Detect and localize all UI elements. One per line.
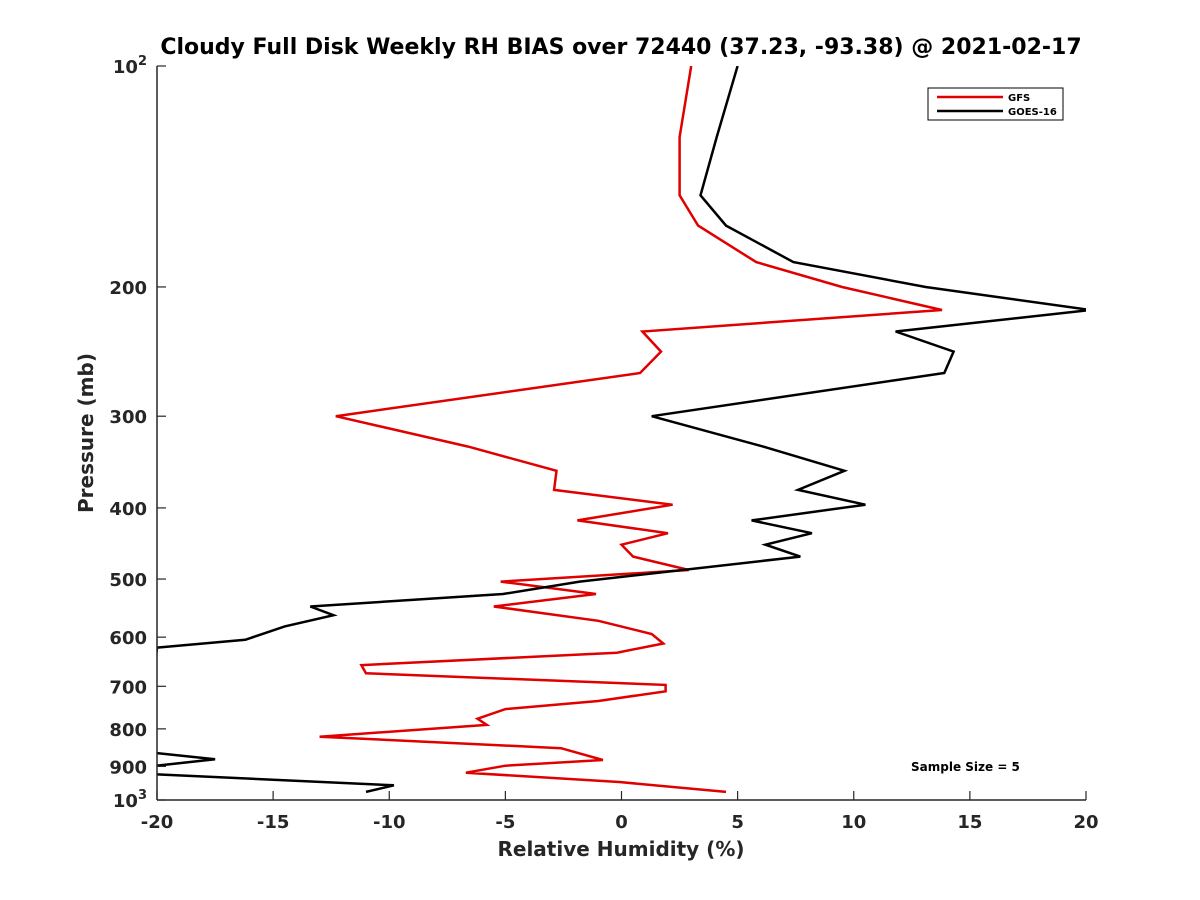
sample-size-annotation: Sample Size = 5	[911, 760, 1020, 774]
legend-label-gfs: GFS	[1008, 93, 1030, 104]
series-line-goes-16	[157, 66, 1086, 794]
y-tick-label: 400	[109, 499, 147, 520]
y-tick-label: 300	[109, 407, 147, 428]
x-tick-label: -15	[257, 812, 290, 833]
legend-box	[927, 87, 1064, 121]
x-tick-label: 0	[615, 812, 628, 833]
x-tick-label: -20	[141, 812, 174, 833]
series-line-gfs	[319, 66, 943, 794]
x-tick-label: 10	[841, 812, 866, 833]
x-tick-label: 20	[1073, 812, 1098, 833]
axes-layer: -20 -15 -10 -5 0 5 10 15 20 102 200 300 400 500 600 700…	[109, 54, 1098, 833]
x-tick-label: 15	[957, 812, 982, 833]
y-tick-label: 800	[109, 720, 147, 741]
legend: GFS GOES-16	[927, 87, 1064, 121]
y-axis-label: Pressure (mb)	[74, 353, 98, 513]
x-tick-label: 5	[731, 812, 744, 833]
series-layer	[157, 66, 1086, 794]
y-tick-label: 700	[109, 677, 147, 698]
chart-title: Cloudy Full Disk Weekly RH BIAS over 724…	[160, 35, 1081, 60]
x-tick-label: -5	[495, 812, 515, 833]
y-tick-label: 600	[109, 628, 147, 649]
y-tick-label: 103	[113, 788, 147, 812]
y-tick-label: 200	[109, 278, 147, 299]
y-tick-label: 102	[113, 54, 147, 78]
x-axis-label: Relative Humidity (%)	[497, 837, 744, 861]
x-tick-label: -10	[373, 812, 406, 833]
legend-label-goes-16: GOES-16	[1008, 107, 1057, 118]
y-tick-label: 500	[109, 570, 147, 591]
y-tick-label: 900	[109, 757, 147, 778]
